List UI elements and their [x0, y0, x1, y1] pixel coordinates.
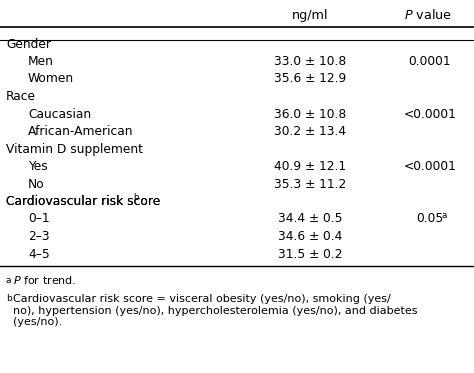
Text: <0.0001: <0.0001 — [403, 107, 456, 120]
Text: Vitamin D supplement: Vitamin D supplement — [6, 142, 143, 156]
Text: No: No — [28, 178, 45, 191]
Text: 33.0 ± 10.8: 33.0 ± 10.8 — [274, 55, 346, 68]
Text: 0.0001: 0.0001 — [409, 55, 451, 68]
Text: b: b — [6, 294, 12, 303]
Text: 35.3 ± 11.2: 35.3 ± 11.2 — [274, 178, 346, 191]
Text: Gender: Gender — [6, 38, 51, 50]
Text: 0–1: 0–1 — [28, 213, 50, 226]
Text: 30.2 ± 13.4: 30.2 ± 13.4 — [274, 125, 346, 138]
Text: <0.0001: <0.0001 — [403, 160, 456, 173]
Text: b: b — [134, 193, 139, 202]
Text: 4–5: 4–5 — [28, 248, 50, 260]
Text: Cardiovascular risk score: Cardiovascular risk score — [6, 195, 160, 208]
Text: $\it{P}$ for trend.: $\it{P}$ for trend. — [13, 274, 76, 286]
Text: 2–3: 2–3 — [28, 230, 50, 243]
Text: Race: Race — [6, 90, 36, 103]
Text: $\it{P}$ value: $\it{P}$ value — [404, 8, 452, 22]
Text: Cardiovascular risk score = visceral obesity (yes/no), smoking (yes/
no), hypert: Cardiovascular risk score = visceral obe… — [13, 294, 418, 327]
Text: 35.6 ± 12.9: 35.6 ± 12.9 — [274, 72, 346, 85]
Text: Yes: Yes — [28, 160, 48, 173]
Text: 36.0 ± 10.8: 36.0 ± 10.8 — [274, 107, 346, 120]
Text: Women: Women — [28, 72, 74, 85]
Text: a: a — [442, 210, 447, 219]
Text: 40.9 ± 12.1: 40.9 ± 12.1 — [274, 160, 346, 173]
Text: ng/ml: ng/ml — [292, 9, 328, 22]
Text: 31.5 ± 0.2: 31.5 ± 0.2 — [278, 248, 342, 260]
Text: 0.05: 0.05 — [416, 213, 444, 226]
Text: 34.4 ± 0.5: 34.4 ± 0.5 — [278, 213, 342, 226]
Text: Caucasian: Caucasian — [28, 107, 91, 120]
Text: African-American: African-American — [28, 125, 134, 138]
Text: a: a — [6, 276, 11, 285]
Text: 34.6 ± 0.4: 34.6 ± 0.4 — [278, 230, 342, 243]
Text: Men: Men — [28, 55, 54, 68]
Text: Cardiovascular risk score: Cardiovascular risk score — [6, 195, 160, 208]
